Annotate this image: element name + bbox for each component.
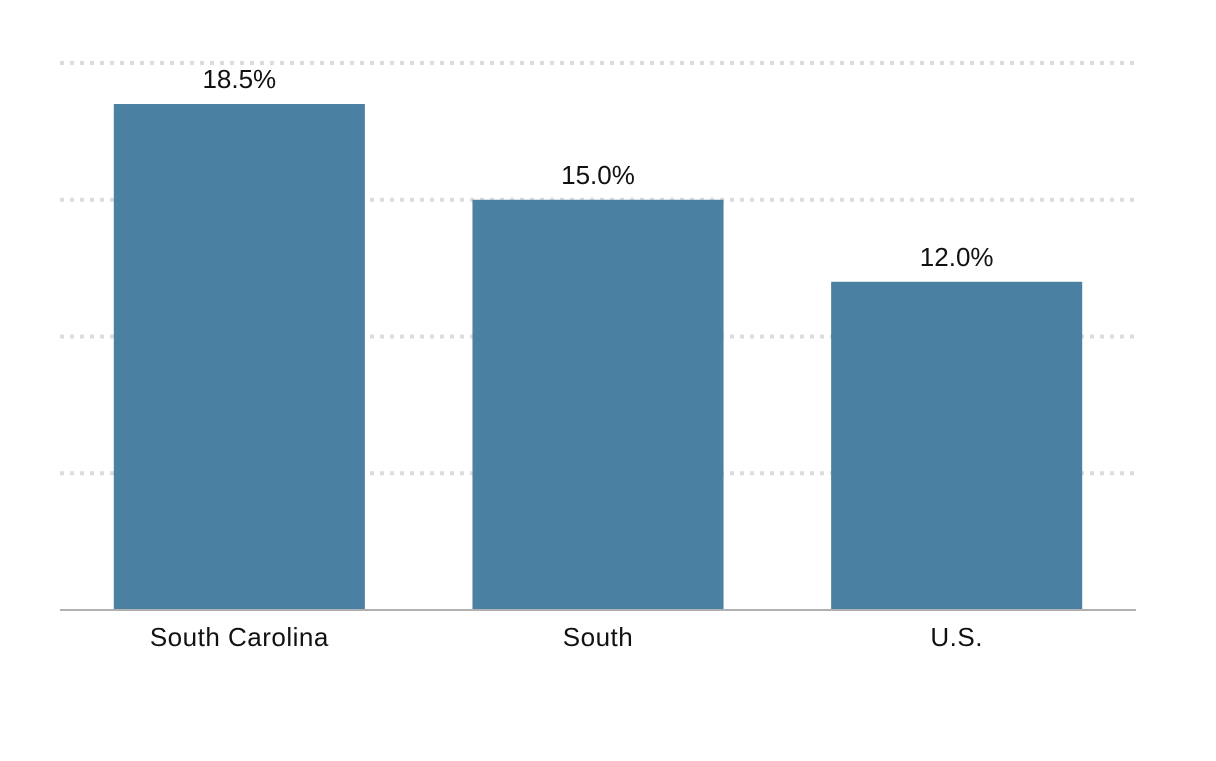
value-labels: 18.5% 15.0% 12.0% bbox=[202, 64, 993, 272]
bar bbox=[831, 281, 1083, 610]
bar-value-label: 12.0% bbox=[920, 242, 994, 272]
bar-value-label: 15.0% bbox=[561, 160, 635, 190]
bars bbox=[113, 104, 1083, 611]
bar-value-label: 18.5% bbox=[202, 64, 276, 94]
category-label: U.S. bbox=[930, 622, 983, 652]
bar bbox=[472, 199, 724, 610]
category-label: South Carolina bbox=[150, 622, 329, 652]
bar bbox=[113, 104, 365, 611]
category-labels: South Carolina South U.S. bbox=[150, 622, 983, 652]
category-label: South bbox=[563, 622, 633, 652]
